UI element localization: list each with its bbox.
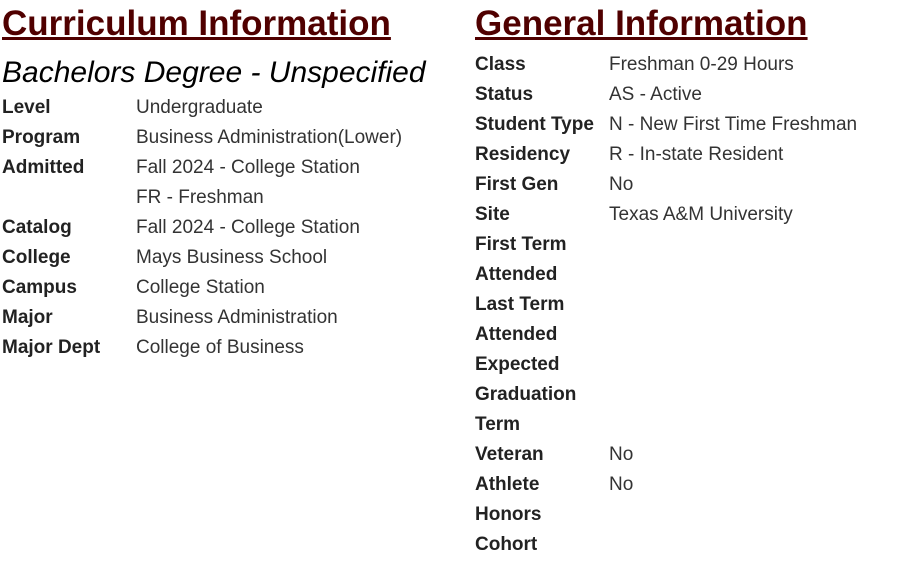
degree-title: Bachelors Degree - Unspecified — [2, 56, 426, 89]
field-value-group: College of Business — [136, 333, 304, 363]
info-row: Major Dept College of Business — [2, 333, 462, 363]
info-row: Catalog Fall 2024 - College Station — [2, 213, 462, 243]
field-label: Cohort — [475, 534, 538, 555]
info-row: Major Business Administration — [2, 303, 462, 333]
info-row: Veteran No — [475, 440, 905, 470]
field-label: Major Dept — [2, 337, 101, 358]
field-label: Expected Graduation Term — [475, 354, 577, 435]
field-label: Admitted — [2, 157, 85, 178]
field-value-group: Mays Business School — [136, 243, 327, 273]
field-label: Catalog — [2, 217, 72, 238]
info-row: Class Freshman 0-29 Hours — [475, 50, 905, 80]
info-row: Last Term Attended — [475, 290, 905, 350]
info-row: Expected Graduation Term — [475, 350, 905, 440]
general-heading: General Information — [475, 4, 808, 43]
field-value: Freshman 0-29 Hours — [609, 54, 794, 75]
field-value: Mays Business School — [136, 247, 328, 268]
info-row: Athlete No — [475, 470, 905, 500]
field-value: College Station — [136, 277, 265, 298]
info-row: College Mays Business School — [2, 243, 462, 273]
info-row: Student Type N - New First Time Freshman — [475, 110, 905, 140]
info-row: First Term Attended — [475, 230, 905, 290]
field-label: Status — [475, 84, 534, 105]
info-row: Status AS - Active — [475, 80, 905, 110]
field-label: Class — [475, 54, 526, 75]
info-row: Program Business Administration(Lower) — [2, 123, 462, 153]
field-value: AS - Active — [609, 84, 702, 105]
field-label: First Term Attended — [475, 234, 567, 285]
field-value-group: No — [609, 470, 633, 500]
info-row: Admitted Fall 2024 - College Station FR - … — [2, 153, 462, 213]
field-value: FR - Freshman — [136, 187, 264, 208]
field-value-group: R - In-state Resident — [609, 140, 783, 170]
info-row: Site Texas A&M University — [475, 200, 905, 230]
general-section: General Information Class Freshman 0-29 H… — [475, 0, 905, 560]
field-value: Fall 2024 - College Station — [136, 157, 360, 178]
field-label: Site — [475, 204, 510, 225]
field-label: First Gen — [475, 174, 559, 195]
field-value-group: Fall 2024 - College Station — [136, 213, 360, 243]
field-value-group: College Station — [136, 273, 265, 303]
field-label: Athlete — [475, 474, 540, 495]
field-value: Business Administration(Lower) — [136, 127, 403, 148]
field-value-group: Undergraduate — [136, 93, 263, 123]
field-label: Campus — [2, 277, 77, 298]
general-rows: Class Freshman 0-29 Hours Status AS - Activ… — [475, 50, 905, 560]
field-value: Fall 2024 - College Station — [136, 217, 360, 238]
field-value-group: Fall 2024 - College Station FR - Freshman — [136, 153, 360, 213]
field-value: R - In-state Resident — [609, 144, 784, 165]
field-value: Undergraduate — [136, 97, 263, 118]
field-value: N - New First Time Freshman — [609, 114, 858, 135]
field-label: Student Type — [475, 114, 594, 135]
info-row: Level Undergraduate — [2, 93, 462, 123]
field-label: Veteran — [475, 444, 544, 465]
curriculum-rows: Level Undergraduate Program Business Admini… — [2, 93, 462, 363]
field-label: Last Term Attended — [475, 294, 565, 345]
field-value: Texas A&M University — [609, 204, 793, 225]
field-value-group: Texas A&M University — [609, 200, 793, 230]
field-value-group: Freshman 0-29 Hours — [609, 50, 794, 80]
field-label: Major — [2, 307, 53, 328]
field-value-group: AS - Active — [609, 80, 702, 110]
info-row: Residency R - In-state Resident — [475, 140, 905, 170]
field-label: Program — [2, 127, 81, 148]
field-value-group: Business Administration(Lower) — [136, 123, 402, 153]
field-value: No — [609, 474, 634, 495]
field-value: College of Business — [136, 337, 304, 358]
info-row: Cohort — [475, 530, 905, 560]
field-label: College — [2, 247, 71, 268]
field-value-group: N - New First Time Freshman — [609, 110, 857, 140]
field-value-group: Business Administration — [136, 303, 338, 333]
info-row: Honors — [475, 500, 905, 530]
field-label: Residency — [475, 144, 571, 165]
curriculum-heading: Curriculum Information — [2, 4, 391, 43]
info-row: First Gen No — [475, 170, 905, 200]
field-value-group: No — [609, 170, 633, 200]
info-row: Campus College Station — [2, 273, 462, 303]
field-value: No — [609, 174, 634, 195]
field-value: No — [609, 444, 634, 465]
field-label: Level — [2, 97, 51, 118]
field-value: Business Administration — [136, 307, 338, 328]
field-value-group: No — [609, 440, 633, 470]
curriculum-section: Curriculum Information Bachelors Degree … — [2, 0, 462, 363]
field-label: Honors — [475, 504, 542, 525]
